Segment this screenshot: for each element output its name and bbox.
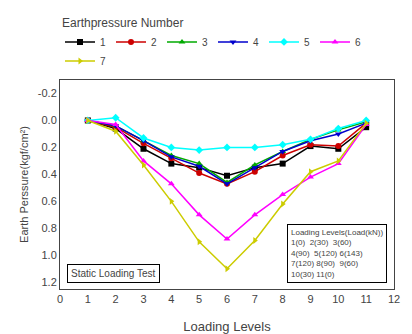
svg-text:Earthpressure Number: Earthpressure Number	[62, 16, 183, 30]
svg-text:0.6: 0.6	[42, 195, 57, 207]
svg-text:9: 9	[307, 293, 313, 305]
svg-text:7: 7	[252, 293, 258, 305]
svg-text:Earth Perssure(kgf/cm²): Earth Perssure(kgf/cm²)	[18, 126, 30, 243]
svg-text:6: 6	[224, 293, 230, 305]
svg-text:0.8: 0.8	[42, 222, 57, 234]
svg-text:4: 4	[168, 293, 174, 305]
svg-text:1.0: 1.0	[42, 249, 57, 261]
svg-text:2: 2	[151, 37, 157, 48]
svg-text:-0.2: -0.2	[38, 87, 57, 99]
svg-text:8: 8	[280, 293, 286, 305]
svg-text:1: 1	[85, 293, 91, 305]
svg-text:0.2: 0.2	[42, 141, 57, 153]
svg-text:Static Loading Test: Static Loading Test	[71, 268, 156, 279]
svg-text:7: 7	[100, 56, 106, 67]
svg-text:3: 3	[202, 37, 208, 48]
svg-text:3: 3	[140, 293, 146, 305]
svg-text:2: 2	[113, 293, 119, 305]
svg-text:5: 5	[304, 37, 310, 48]
svg-text:4: 4	[253, 37, 259, 48]
svg-text:Loading Levels(Load(kN))1(0): Loading Levels(Load(kN))1(0) 2(30) 3(60)…	[291, 228, 383, 279]
svg-text:12: 12	[388, 293, 400, 305]
svg-text:0.0: 0.0	[42, 114, 57, 126]
svg-text:Loading Levels: Loading Levels	[183, 319, 271, 334]
svg-text:1: 1	[100, 37, 106, 48]
svg-text:10: 10	[332, 293, 344, 305]
svg-text:1.2: 1.2	[42, 276, 57, 288]
svg-text:6: 6	[355, 37, 361, 48]
svg-text:0: 0	[57, 293, 63, 305]
svg-text:5: 5	[196, 293, 202, 305]
svg-text:0.4: 0.4	[42, 168, 57, 180]
svg-text:11: 11	[360, 293, 371, 305]
